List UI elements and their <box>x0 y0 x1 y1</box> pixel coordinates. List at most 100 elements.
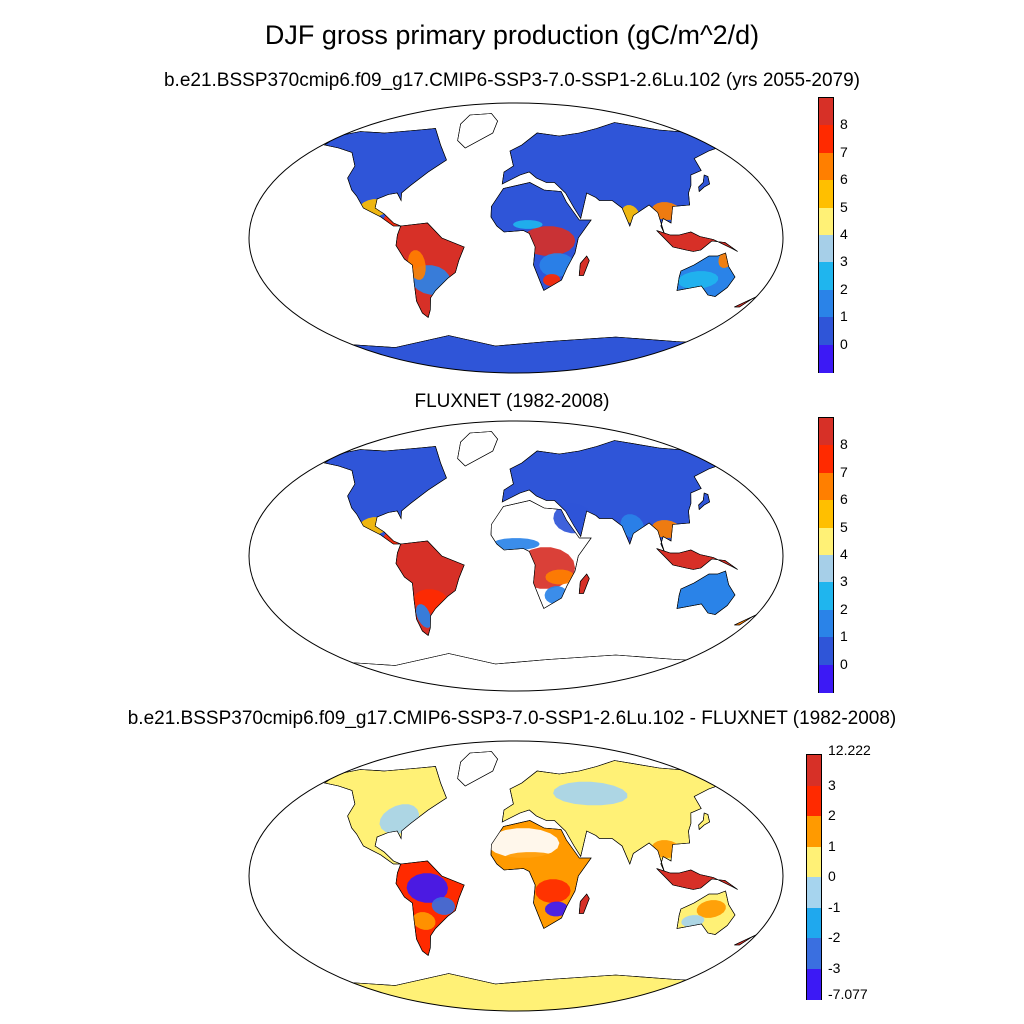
indonesia-region <box>656 868 738 890</box>
colorbar-swatch <box>807 968 821 1000</box>
coastline <box>501 122 718 234</box>
coastline <box>578 573 590 594</box>
coastline <box>326 653 706 691</box>
colorbar-swatch <box>819 418 833 446</box>
coastline <box>656 548 738 570</box>
figure-title: DJF gross primary production (gC/m^2/d) <box>264 20 760 50</box>
colorbar-swatch <box>819 152 833 181</box>
coastline <box>395 540 465 637</box>
colorbar-swatch <box>807 938 821 970</box>
colorbar-tick-label: 7 <box>840 143 848 160</box>
antarctica-region <box>326 335 706 373</box>
colorbar-swatch <box>819 609 833 638</box>
colorbar-tick-label: -1 <box>828 898 841 915</box>
colorbar-tick-label: 0 <box>840 335 848 352</box>
value-patch <box>487 828 560 858</box>
colorbar-tick-label: -3 <box>828 959 841 976</box>
colorbar-swatch <box>819 344 833 373</box>
coastline <box>323 766 447 865</box>
colorbar-swatch <box>819 289 833 318</box>
colorbar-tick-label: 5 <box>840 198 848 215</box>
value-patch <box>487 505 560 535</box>
coastline <box>457 113 498 149</box>
coastline <box>326 335 706 373</box>
coastline <box>698 812 710 831</box>
australia-region <box>676 570 736 615</box>
colorbar-tick-label: 3 <box>840 253 848 270</box>
coastline <box>698 492 710 511</box>
colorbar-tick-label: -2 <box>828 929 841 945</box>
colorbar-swatch <box>807 907 821 939</box>
value-patch <box>678 271 719 289</box>
colorbar-tick-label: 2 <box>840 280 848 297</box>
colorbar-swatch <box>819 637 833 666</box>
coastline <box>457 431 498 467</box>
coastline <box>490 820 592 929</box>
greenland-region <box>457 751 498 787</box>
colorbar-swatch <box>819 98 833 126</box>
coastline <box>326 973 706 1011</box>
indonesia-region <box>656 548 738 570</box>
colorbar-tick-label: 12.222 <box>828 742 871 758</box>
indonesia-region <box>656 230 738 252</box>
coastline <box>578 893 590 914</box>
colorbar-swatch <box>807 785 821 817</box>
colorbar-swatch <box>819 664 833 693</box>
colorbar-swatch <box>819 317 833 346</box>
value-patch <box>513 220 543 229</box>
panel-3-map <box>248 740 784 1012</box>
value-patch <box>521 226 576 256</box>
value-patch <box>545 569 575 585</box>
colorbar-tick-label: 4 <box>840 226 848 242</box>
map-frame <box>248 740 784 1012</box>
coastline <box>656 868 738 890</box>
value-patch <box>504 852 558 864</box>
panel-2-map <box>248 420 784 692</box>
coastline <box>395 860 465 957</box>
antarctica-region <box>326 973 706 1011</box>
colorbar-tick-label: 8 <box>840 436 848 453</box>
colorbar-tick-label: 6 <box>840 171 848 188</box>
value-patch <box>431 897 455 915</box>
colorbar-tick-label: 3 <box>828 776 836 793</box>
colorbar-swatch <box>807 816 821 848</box>
panel-2-subtitle: FLUXNET (1982-2008) <box>414 391 610 412</box>
value-patch <box>543 274 561 286</box>
colorbar-tick-label: 2 <box>840 600 848 617</box>
colorbar-swatch <box>819 445 833 474</box>
colorbar-swatch <box>819 262 833 291</box>
coastline <box>656 230 738 252</box>
panel-3-subtitle: b.e21.BSSP370cmip6.f09_g17.CMIP6-SSP3-7.… <box>127 708 897 729</box>
colorbar-tick-label: 4 <box>840 546 848 562</box>
colorbar-swatch <box>819 527 833 556</box>
colorbar-swatch <box>819 500 833 529</box>
north-america-region <box>323 128 447 227</box>
map-frame <box>248 102 784 374</box>
value-patch <box>718 250 734 268</box>
colorbar-swatch <box>807 755 821 787</box>
colorbar-box <box>806 754 822 1000</box>
panel-1-subtitle: b.e21.BSSP370cmip6.f09_g17.CMIP6-SSP3-7.… <box>163 70 861 91</box>
colorbar-swatch <box>819 555 833 583</box>
colorbar-tick-label: 0 <box>840 655 848 672</box>
map-frame <box>248 420 784 692</box>
greenland-region <box>457 431 498 467</box>
colorbar-tick-label: 1 <box>840 628 848 645</box>
coastline <box>501 760 718 872</box>
value-patch <box>553 781 628 806</box>
colorbar-swatch <box>819 207 833 236</box>
colorbar-tick-label: 3 <box>840 573 848 590</box>
colorbar-tick-label: 2 <box>828 807 836 823</box>
panel-1-map <box>248 102 784 374</box>
colorbar-swatch <box>819 125 833 154</box>
coastline <box>490 500 592 609</box>
value-patch <box>696 900 726 918</box>
colorbar-tick-label: 5 <box>840 518 848 535</box>
colorbar-swatch <box>807 846 821 878</box>
colorbar-swatch <box>819 472 833 501</box>
antarctica-region <box>326 653 706 691</box>
colorbar-swatch <box>819 235 833 263</box>
colorbar-tick-label: 0 <box>828 868 836 884</box>
colorbar-swatch <box>819 582 833 611</box>
north-america-region <box>323 446 447 545</box>
